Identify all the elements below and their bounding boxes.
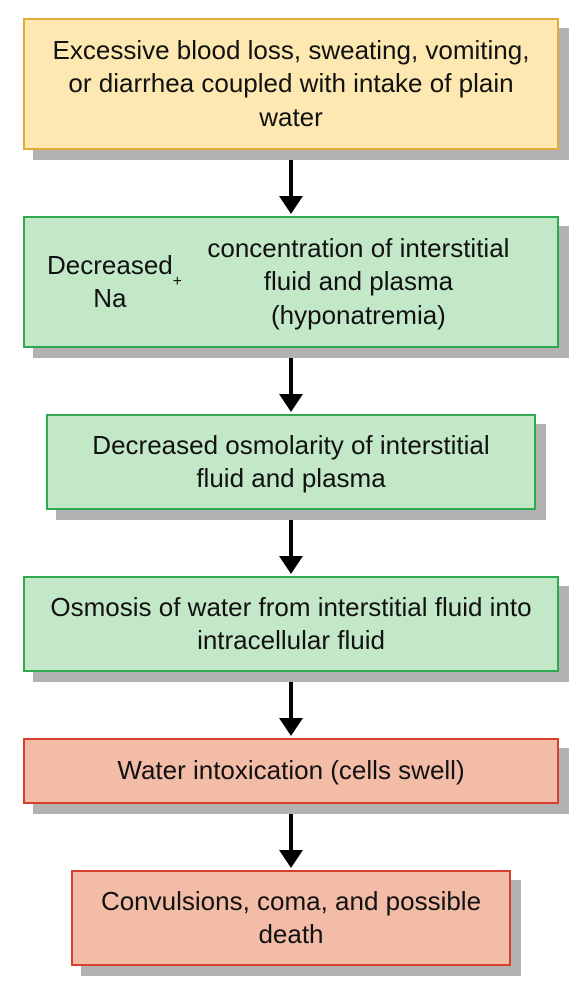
flow-node-cause: Excessive blood loss, sweating, vomiting…: [23, 18, 559, 150]
node-box: Convulsions, coma, and possible death: [71, 870, 511, 966]
flow-arrow: [279, 814, 303, 870]
node-box: Water intoxication (cells swell): [23, 738, 559, 804]
flow-arrow: [279, 358, 303, 414]
flow-node-hyponatremia: Decreased Na+ concentration of interstit…: [23, 216, 559, 348]
flowchart-container: Excessive blood loss, sweating, vomiting…: [0, 0, 582, 966]
arrow-line: [289, 160, 293, 196]
flow-node-osmolarity: Decreased osmolarity of interstitial flu…: [46, 414, 536, 510]
flow-node-outcome: Convulsions, coma, and possible death: [71, 870, 511, 966]
arrow-head-icon: [279, 850, 303, 868]
arrow-head-icon: [279, 556, 303, 574]
arrow-head-icon: [279, 196, 303, 214]
flow-arrow: [279, 520, 303, 576]
arrow-line: [289, 358, 293, 394]
arrow-head-icon: [279, 718, 303, 736]
arrow-line: [289, 814, 293, 850]
node-box: Osmosis of water from interstitial fluid…: [23, 576, 559, 672]
node-box: Decreased osmolarity of interstitial flu…: [46, 414, 536, 510]
flow-node-intoxication: Water intoxication (cells swell): [23, 738, 559, 804]
arrow-line: [289, 682, 293, 718]
node-box: Excessive blood loss, sweating, vomiting…: [23, 18, 559, 150]
flow-arrow: [279, 682, 303, 738]
arrow-head-icon: [279, 394, 303, 412]
node-box: Decreased Na+ concentration of interstit…: [23, 216, 559, 348]
flow-arrow: [279, 160, 303, 216]
flow-node-osmosis: Osmosis of water from interstitial fluid…: [23, 576, 559, 672]
arrow-line: [289, 520, 293, 556]
